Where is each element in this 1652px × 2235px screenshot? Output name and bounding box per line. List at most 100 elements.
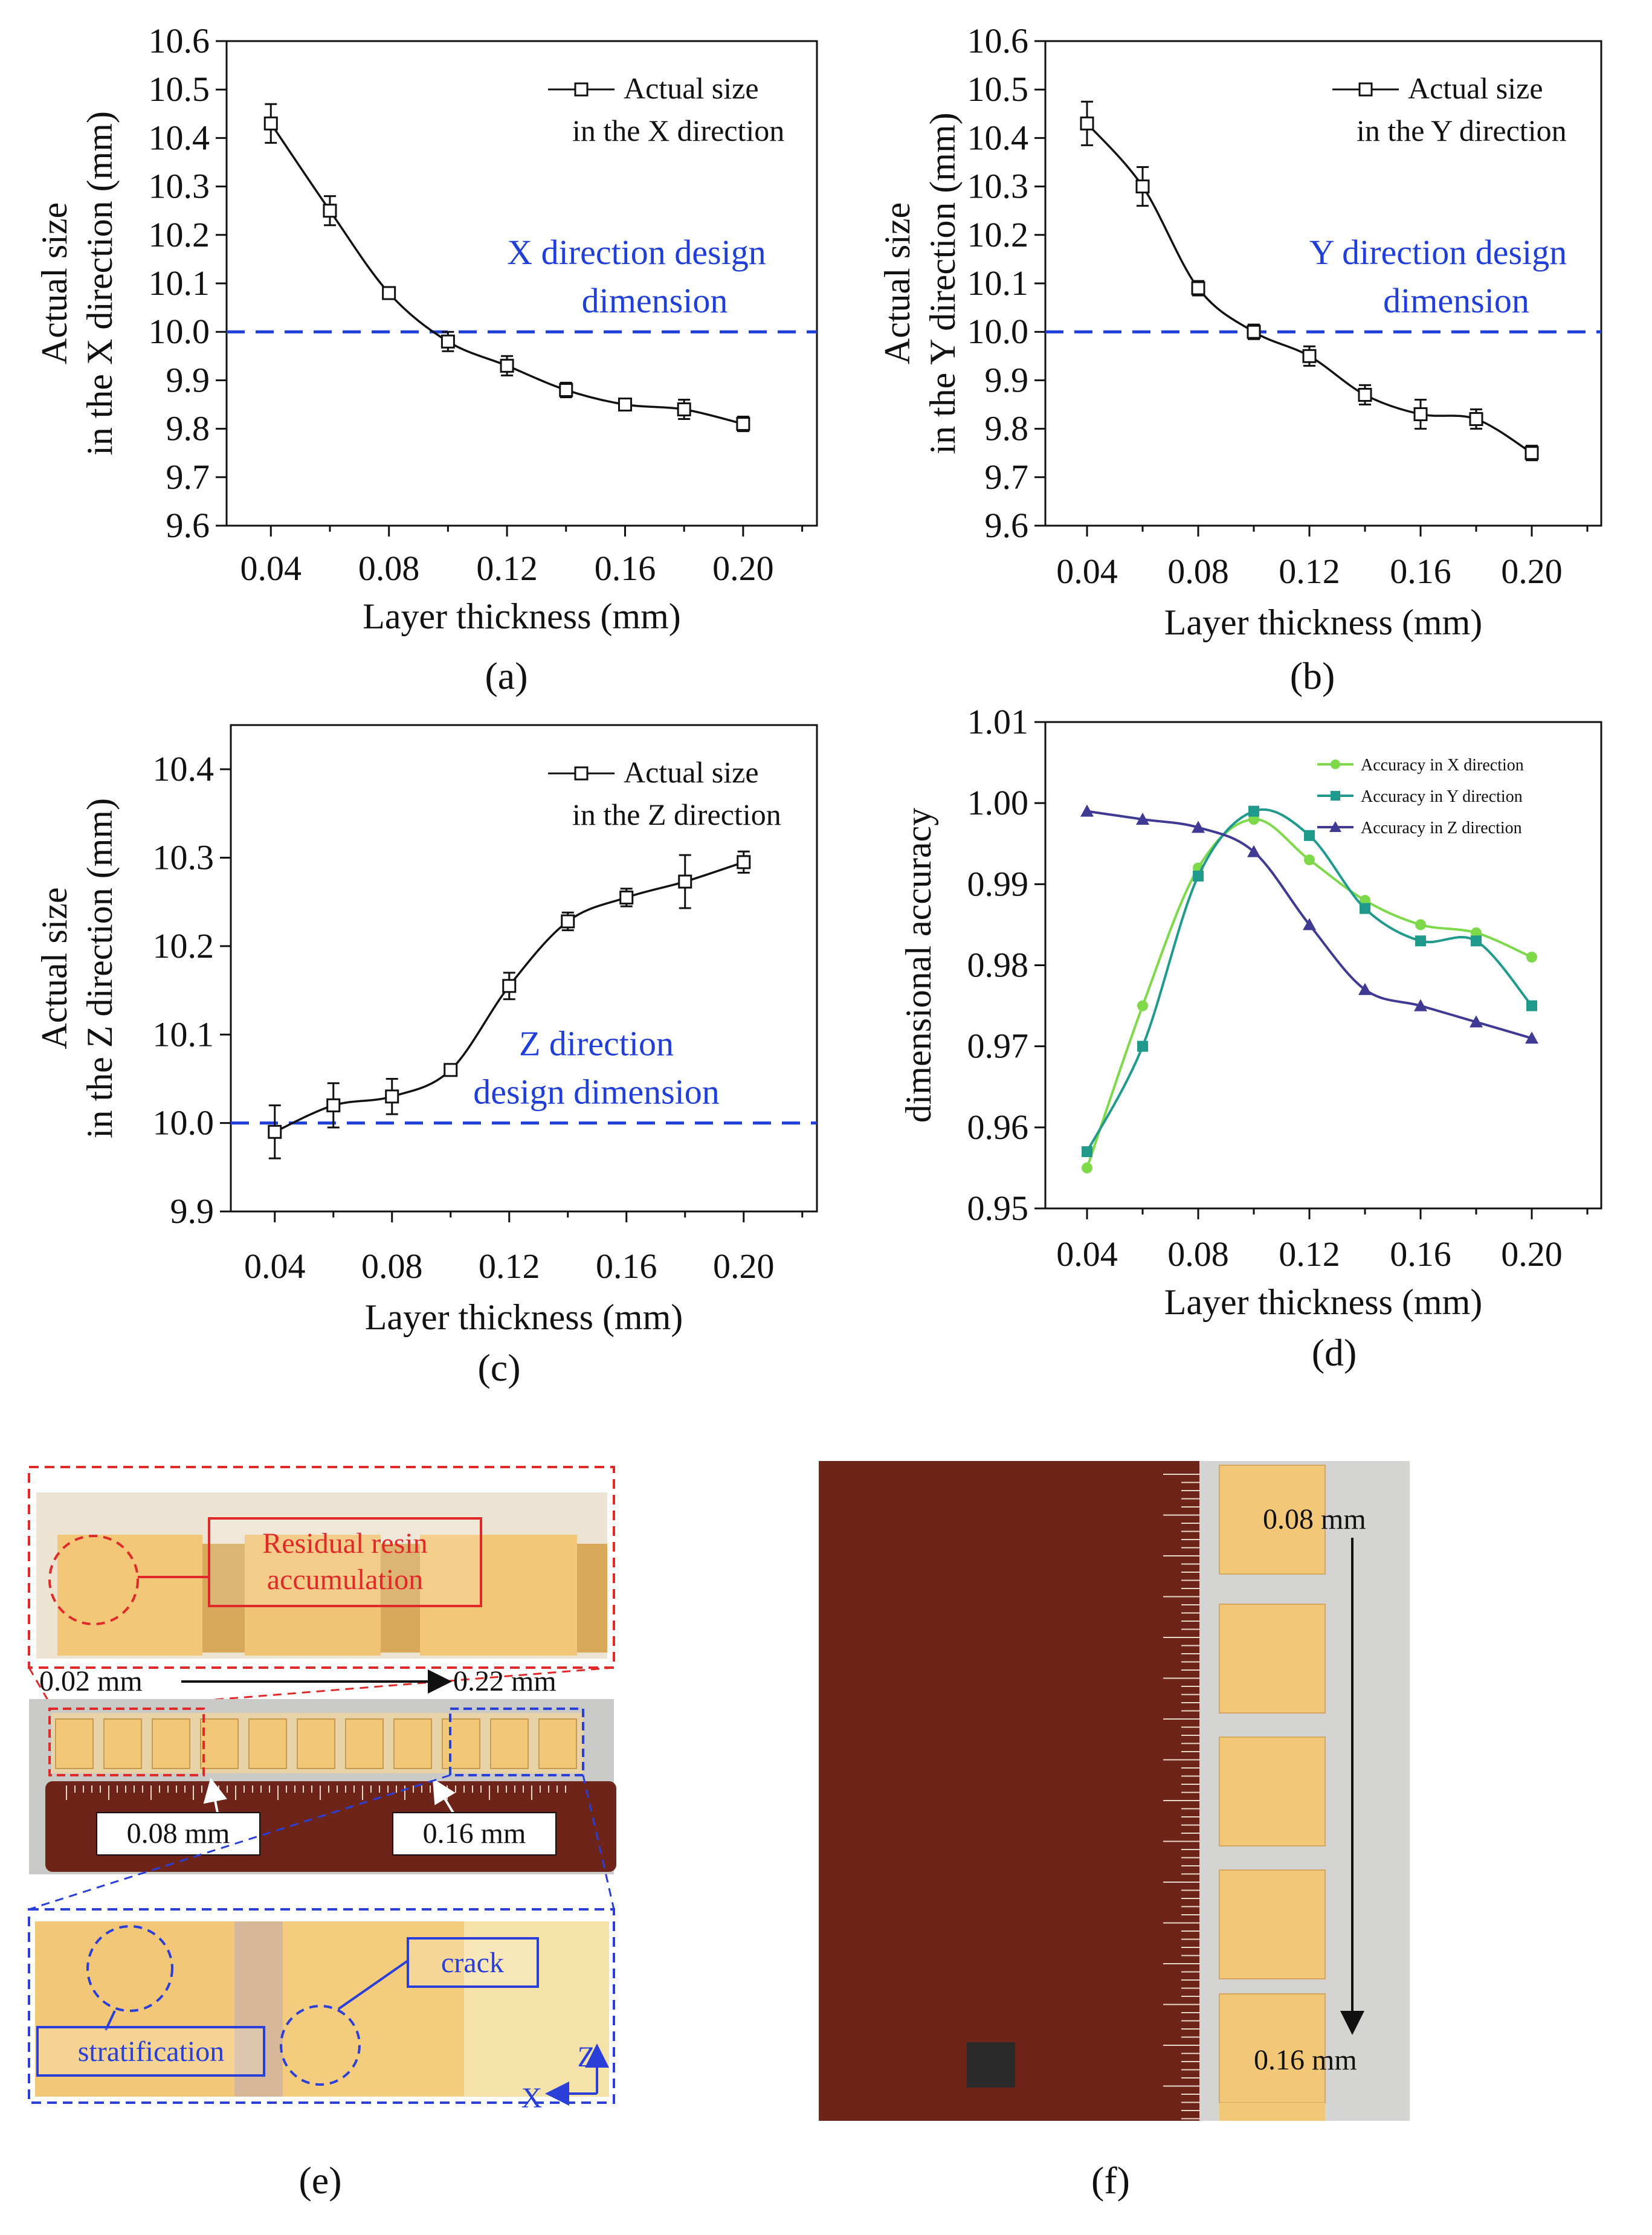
x-tick-label: 0.12 — [1279, 1234, 1340, 1274]
panel-label-b: (b) — [1290, 654, 1335, 697]
panel-label-f: (f) — [1091, 2159, 1130, 2202]
sample-row-blocks — [55, 1718, 577, 1769]
data-point — [1525, 446, 1539, 460]
ruler-f — [819, 1461, 1199, 2121]
callout-arrow-a — [203, 1778, 227, 1813]
y-tick-label: 10.5 — [149, 69, 210, 109]
series-line — [1086, 808, 1533, 1153]
panel-label-a: (a) — [485, 654, 528, 697]
data-point — [1247, 845, 1260, 857]
data-point — [1136, 813, 1149, 825]
x-axis-label: Layer thickness (mm) — [365, 1297, 683, 1337]
sample-block — [420, 1535, 577, 1656]
y-tick-label: 1.00 — [967, 783, 1029, 822]
callout-arrow-b — [432, 1778, 456, 1814]
range-start-label: 0.02 mm — [39, 1665, 143, 1697]
data-point — [1135, 179, 1150, 194]
y-axis-label: dimensional accuracy — [899, 808, 938, 1123]
data-point — [559, 382, 573, 397]
legend-marker — [1331, 760, 1340, 769]
x-axis-label: Layer thickness (mm) — [1164, 602, 1483, 642]
data-point — [326, 1098, 341, 1112]
data-point — [1302, 349, 1317, 363]
zoom-connector — [28, 1774, 451, 1911]
photo-panel-f: 0.08 mm 0.16 mm — [819, 1461, 1410, 2121]
residual-resin-label-2: accumulation — [267, 1564, 424, 1596]
data-point — [1304, 854, 1315, 866]
x-tick-label: 0.12 — [476, 549, 538, 588]
residual-resin-box — [208, 1517, 482, 1607]
crack-label: crack — [441, 1947, 504, 1979]
data-point — [1192, 821, 1205, 833]
x-tick-label: 0.16 — [596, 1247, 657, 1286]
data-point — [1526, 952, 1537, 963]
y-tick-label: 10.0 — [967, 312, 1029, 351]
sample-block — [103, 1718, 142, 1769]
data-point — [444, 1063, 458, 1077]
data-point — [440, 334, 455, 349]
x-tick-label: 0.16 — [1390, 1234, 1451, 1274]
legend-label-line1: Actual size — [624, 755, 759, 789]
y-axis-label-line2: in the Y direction (mm) — [923, 112, 963, 454]
y-tick-label: 9.7 — [985, 457, 1029, 497]
data-point — [737, 855, 751, 869]
x-tick-label: 0.16 — [1390, 552, 1451, 591]
y-tick-label: 10.5 — [967, 69, 1029, 109]
data-point — [1247, 324, 1261, 339]
x-axis-label: Layer thickness (mm) — [363, 596, 681, 636]
data-point — [1082, 1162, 1092, 1173]
legend-label-line1: Actual size — [624, 71, 759, 105]
sample-block — [283, 1921, 464, 2097]
y-tick-label: 10.3 — [149, 167, 210, 206]
stratification-box — [36, 2026, 265, 2077]
f-bottom-label: 0.16 mm — [1254, 2044, 1357, 2076]
data-point — [561, 914, 575, 929]
y-tick-label: 9.6 — [166, 506, 210, 545]
x-tick-label: 0.20 — [1501, 1234, 1563, 1274]
chart-d: 0.04 0.08 0.12 0.16 0.20 0.95 0.96 0.97 0.98 0.99… — [899, 702, 1602, 1322]
x-tick-label: 0.20 — [713, 1247, 775, 1286]
data-point — [1080, 804, 1094, 817]
data-point — [1526, 1000, 1537, 1011]
legend-marker — [1331, 791, 1340, 801]
data-point — [677, 402, 691, 417]
sample-block — [490, 1718, 529, 1769]
x-tick-label: 0.04 — [240, 549, 302, 588]
sample-block — [1219, 1604, 1326, 1714]
data-point — [1358, 982, 1372, 995]
data-point — [1470, 1015, 1483, 1028]
data-point — [323, 204, 337, 218]
data-point — [1137, 1000, 1148, 1011]
y-axis-label-line2: in the Z direction (mm) — [80, 798, 120, 1138]
chart-b: 0.04 0.08 0.12 0.16 0.20 9.6 9.7 9.8 9.9 10.0 10.1… — [877, 21, 1602, 642]
y-axis-label-line1: Actual size — [877, 202, 917, 364]
data-point — [1358, 387, 1372, 402]
y-axis-label-line2: in the X direction (mm) — [80, 111, 120, 456]
data-point — [500, 358, 514, 373]
residual-resin-label-1: Residual resin — [262, 1527, 427, 1559]
stratification-label: stratification — [78, 2036, 225, 2068]
y-tick-label: 10.2 — [967, 215, 1029, 254]
sample-block — [1219, 1737, 1326, 1846]
ruler-f-mark — [967, 2042, 1015, 2088]
legend-marker — [574, 82, 589, 97]
legend-marker — [1358, 82, 1373, 97]
data-point — [1360, 903, 1370, 914]
y-tick-label: 10.4 — [967, 118, 1029, 157]
y-tick-label: 10.0 — [149, 312, 210, 351]
data-point — [1193, 870, 1204, 882]
chart-a: 0.04 0.08 0.12 0.16 0.20 9.6 9.7 9.8 9.9 10.0 10.1… — [34, 21, 818, 636]
sample-block — [1219, 1993, 1326, 2103]
y-tick-label: 9.9 — [985, 360, 1029, 399]
y-tick-label: 10.4 — [149, 118, 210, 157]
data-point — [1469, 412, 1483, 427]
data-point — [1080, 116, 1094, 131]
y-tick-label: 10.1 — [153, 1014, 215, 1054]
x-tick-label: 0.12 — [479, 1247, 540, 1286]
data-point — [618, 398, 632, 411]
sample-block — [200, 1718, 239, 1769]
data-point — [1415, 935, 1426, 947]
y-tick-label: 10.4 — [153, 749, 215, 789]
data-point — [382, 286, 396, 300]
